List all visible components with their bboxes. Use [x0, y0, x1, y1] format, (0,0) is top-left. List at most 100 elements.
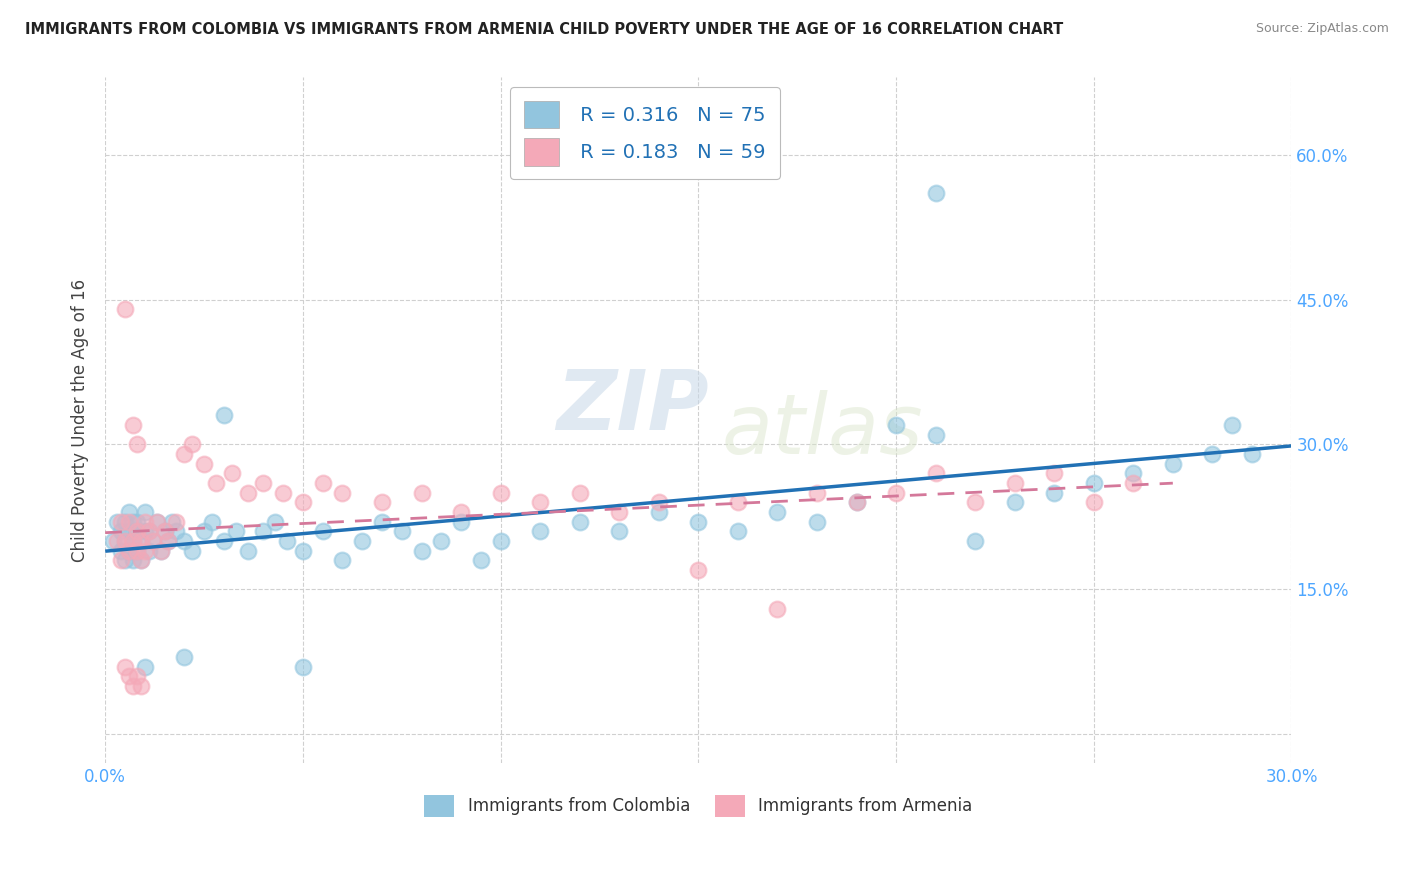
Point	[568, 515, 591, 529]
Point	[138, 524, 160, 539]
Point	[529, 495, 551, 509]
Point	[134, 505, 156, 519]
Point	[145, 515, 167, 529]
Point	[607, 524, 630, 539]
Point	[648, 505, 671, 519]
Point	[125, 543, 148, 558]
Point	[193, 457, 215, 471]
Point	[470, 553, 492, 567]
Point	[332, 485, 354, 500]
Point	[181, 437, 204, 451]
Point	[157, 534, 180, 549]
Point	[125, 437, 148, 451]
Point	[221, 467, 243, 481]
Point	[114, 302, 136, 317]
Point	[236, 485, 259, 500]
Point	[264, 515, 287, 529]
Point	[291, 543, 314, 558]
Point	[291, 495, 314, 509]
Point	[607, 505, 630, 519]
Point	[806, 485, 828, 500]
Point	[965, 534, 987, 549]
Legend: Immigrants from Colombia, Immigrants from Armenia: Immigrants from Colombia, Immigrants fro…	[418, 789, 979, 823]
Point	[129, 534, 152, 549]
Point	[129, 534, 152, 549]
Point	[118, 669, 141, 683]
Point	[1220, 418, 1243, 433]
Point	[105, 534, 128, 549]
Point	[924, 427, 946, 442]
Point	[122, 515, 145, 529]
Point	[134, 543, 156, 558]
Point	[371, 495, 394, 509]
Point	[1004, 476, 1026, 491]
Point	[1043, 485, 1066, 500]
Point	[271, 485, 294, 500]
Point	[291, 659, 314, 673]
Point	[110, 524, 132, 539]
Point	[181, 543, 204, 558]
Text: ZIP: ZIP	[555, 366, 709, 447]
Point	[371, 515, 394, 529]
Point	[118, 543, 141, 558]
Point	[118, 524, 141, 539]
Point	[1240, 447, 1263, 461]
Point	[845, 495, 868, 509]
Point	[568, 485, 591, 500]
Point	[884, 418, 907, 433]
Point	[1043, 467, 1066, 481]
Point	[153, 524, 176, 539]
Point	[129, 553, 152, 567]
Point	[122, 418, 145, 433]
Point	[1083, 495, 1105, 509]
Point	[430, 534, 453, 549]
Point	[1004, 495, 1026, 509]
Point	[727, 495, 749, 509]
Point	[125, 515, 148, 529]
Point	[688, 515, 710, 529]
Point	[276, 534, 298, 549]
Point	[149, 543, 172, 558]
Point	[252, 476, 274, 491]
Point	[648, 495, 671, 509]
Point	[145, 515, 167, 529]
Point	[1122, 467, 1144, 481]
Point	[114, 553, 136, 567]
Point	[1083, 476, 1105, 491]
Point	[845, 495, 868, 509]
Point	[806, 515, 828, 529]
Point	[236, 543, 259, 558]
Point	[125, 524, 148, 539]
Point	[173, 649, 195, 664]
Point	[193, 524, 215, 539]
Point	[125, 524, 148, 539]
Point	[489, 485, 512, 500]
Point	[766, 601, 789, 615]
Point	[110, 543, 132, 558]
Text: IMMIGRANTS FROM COLOMBIA VS IMMIGRANTS FROM ARMENIA CHILD POVERTY UNDER THE AGE : IMMIGRANTS FROM COLOMBIA VS IMMIGRANTS F…	[25, 22, 1063, 37]
Text: atlas: atlas	[723, 390, 924, 471]
Point	[201, 515, 224, 529]
Point	[252, 524, 274, 539]
Point	[114, 534, 136, 549]
Text: Source: ZipAtlas.com: Source: ZipAtlas.com	[1256, 22, 1389, 36]
Point	[110, 515, 132, 529]
Point	[766, 505, 789, 519]
Point	[142, 534, 165, 549]
Point	[924, 186, 946, 201]
Point	[225, 524, 247, 539]
Point	[122, 679, 145, 693]
Point	[114, 515, 136, 529]
Point	[138, 524, 160, 539]
Point	[450, 505, 472, 519]
Point	[312, 524, 335, 539]
Point	[149, 543, 172, 558]
Point	[529, 524, 551, 539]
Point	[110, 553, 132, 567]
Point	[391, 524, 413, 539]
Point	[129, 679, 152, 693]
Point	[134, 659, 156, 673]
Y-axis label: Child Poverty Under the Age of 16: Child Poverty Under the Age of 16	[72, 278, 89, 562]
Point	[165, 524, 187, 539]
Point	[118, 515, 141, 529]
